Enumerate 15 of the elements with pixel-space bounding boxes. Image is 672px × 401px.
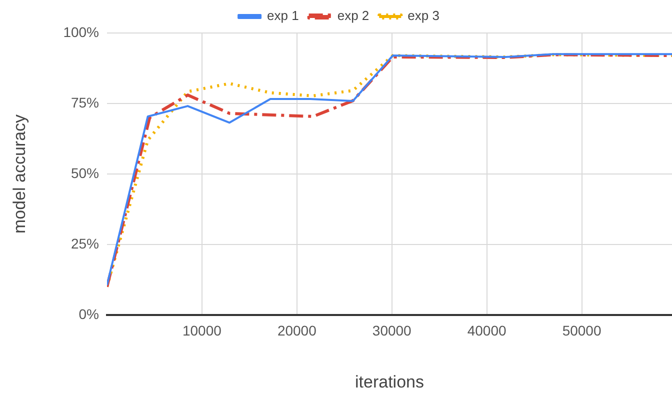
x-tick-label: 40000 [467,322,507,338]
y-axis-title: model accuracy [10,114,29,234]
x-axis-title: iterations [355,372,424,392]
legend-label: exp 3 [408,8,440,24]
y-tick-label: 25% [70,235,99,252]
x-tick-label: 30000 [372,322,412,338]
y-tick-label: 100% [63,24,99,40]
y-tick-label: 0% [78,306,99,322]
x-tick-label: 50000 [562,322,602,338]
x-tick-label: 20000 [277,322,317,338]
legend-label: exp 1 [267,8,299,24]
x-tick-label: 10000 [182,322,222,338]
y-tick-label: 75% [70,94,99,110]
legend-label: exp 2 [337,8,370,24]
y-tick-label: 50% [70,164,99,181]
